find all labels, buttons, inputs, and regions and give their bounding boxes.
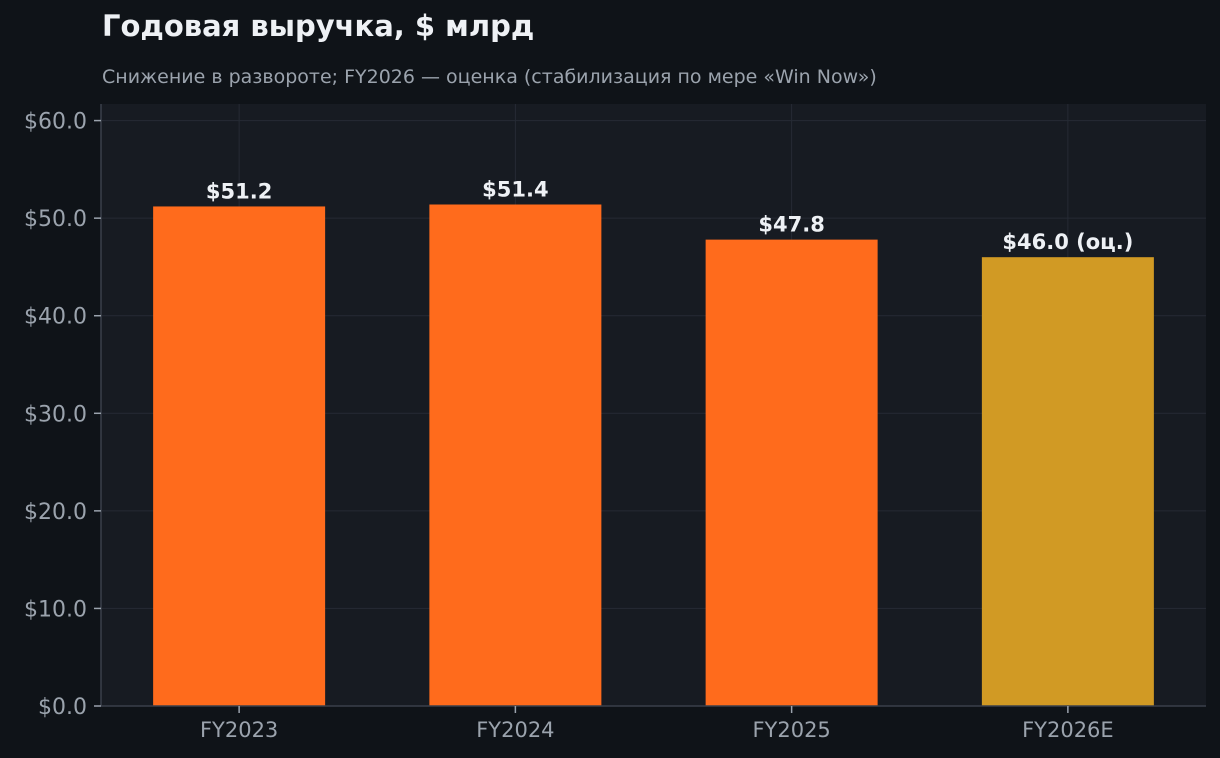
x-tick-label: FY2023 [200,718,278,742]
bar-fy2024 [429,204,602,706]
y-tick-label: $30.0 [24,402,87,427]
y-tick-label: $50.0 [24,207,87,232]
x-tick-label: FY2024 [476,718,554,742]
y-tick-label: $0.0 [38,695,87,720]
x-tick-label: FY2026E [1022,718,1114,742]
chart-subtitle: Снижение в развороте; FY2026 — оценка (с… [102,66,877,88]
data-label: $47.8 [758,213,824,237]
chart-title: Годовая выручка, $ млрд [102,9,535,43]
bar-fy2025 [705,239,878,707]
bar-fy2026e [981,257,1154,706]
data-label: $51.4 [482,177,548,201]
bar-fy2023 [153,206,326,706]
data-label: $51.2 [206,179,272,203]
y-tick-label: $20.0 [24,500,87,525]
data-label: $46.0 (оц.) [1002,230,1133,254]
x-tick-label: FY2025 [752,718,830,742]
y-tick-label: $10.0 [24,597,87,622]
y-tick-label: $60.0 [24,110,87,135]
y-tick-label: $40.0 [24,305,87,330]
